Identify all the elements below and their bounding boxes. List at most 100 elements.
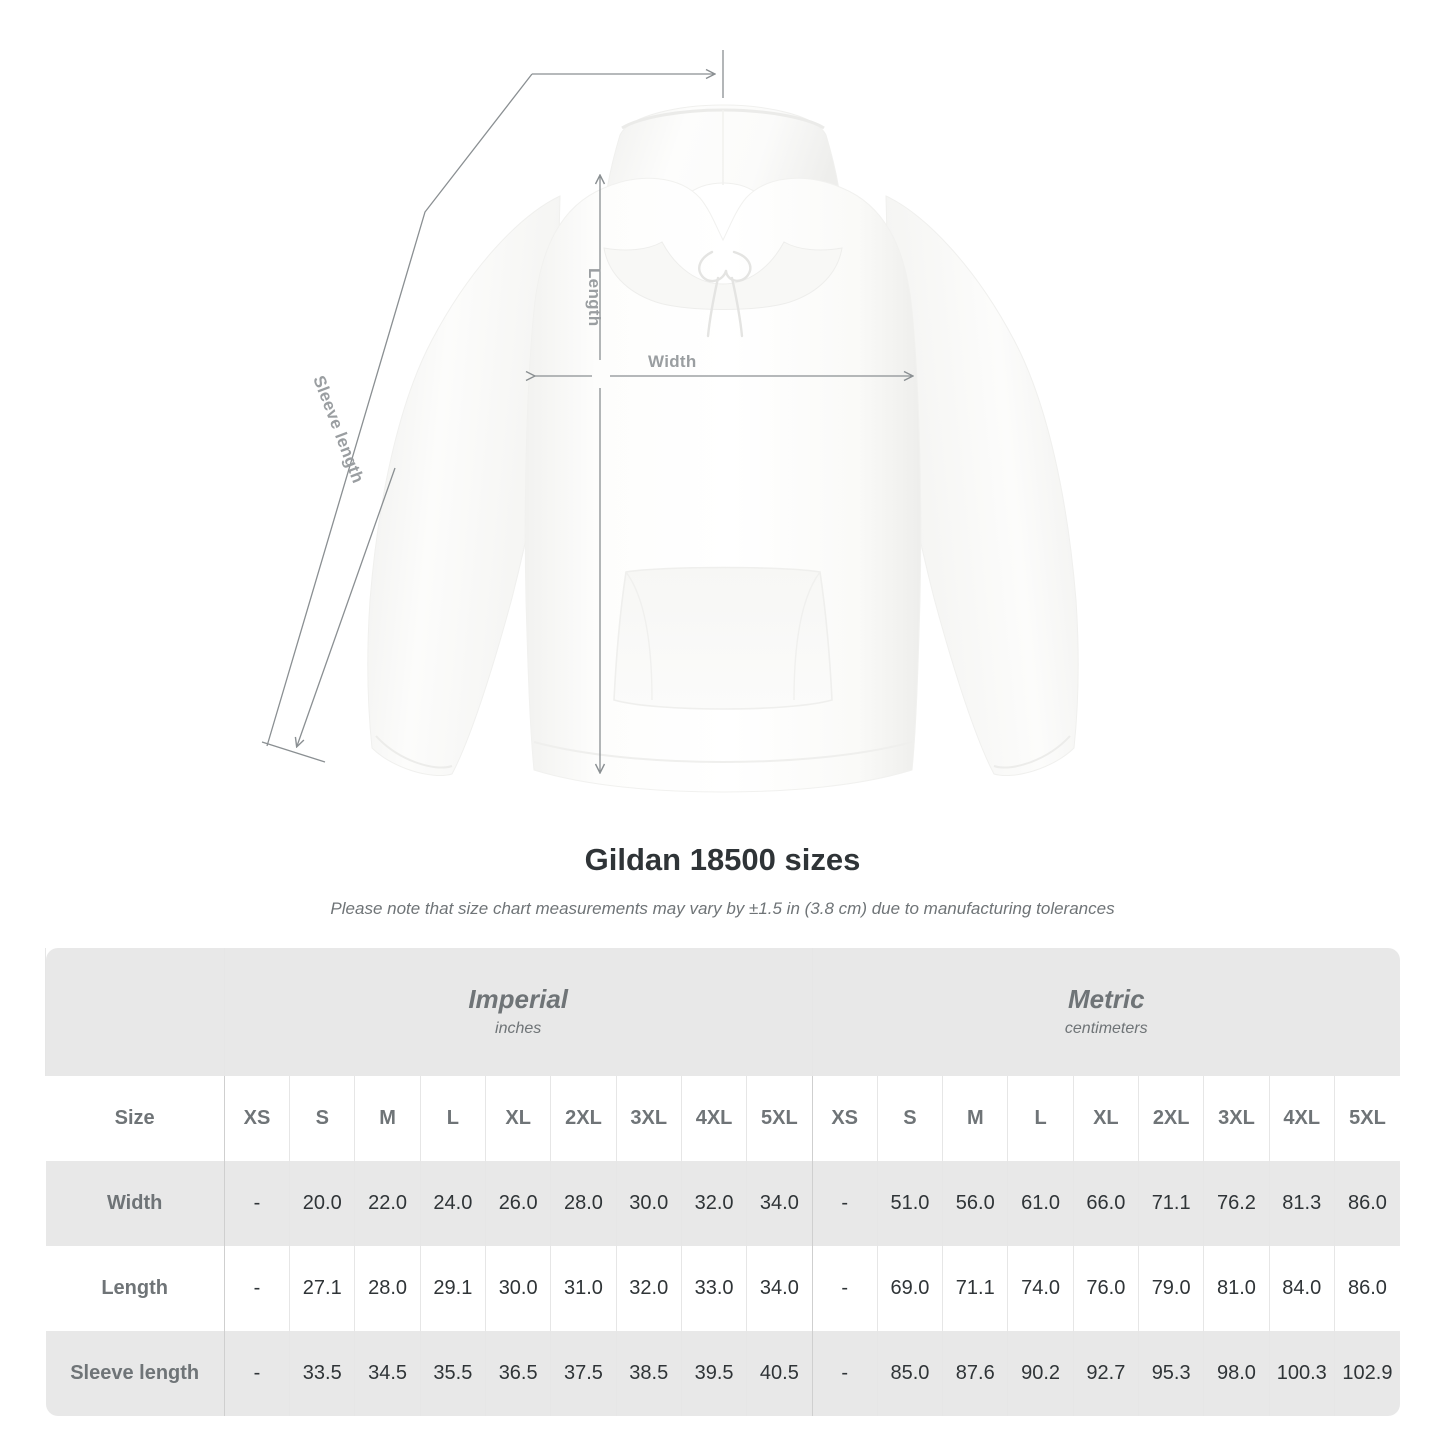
cell-width-imperial-4xl: 32.0: [680, 1161, 747, 1246]
cell-sleeve-metric-3xl: 98.0: [1203, 1331, 1270, 1416]
row-label-width: Width: [45, 1161, 225, 1246]
cell-length-imperial-4xl: 33.0: [680, 1246, 747, 1331]
hoodie-diagram: Width Length Sleeve length: [261, 50, 1079, 793]
hoodie-illustration: [261, 50, 1079, 793]
cell-length-imperial-5xl: 34.0: [746, 1246, 813, 1331]
unit-banner-spacer: [45, 948, 225, 1076]
cell-length-imperial-xl: 30.0: [485, 1246, 551, 1331]
cell-width-metric-s: 51.0: [876, 1161, 943, 1246]
cell-length-metric-s: 69.0: [876, 1246, 943, 1331]
cell-width-metric-xs: -: [811, 1161, 878, 1246]
imperial-banner-cell: Imperial inches: [223, 948, 813, 1076]
imperial-label: Imperial: [468, 984, 569, 1014]
cell-length-metric-m: 71.1: [942, 1246, 1008, 1331]
cell-width-imperial-2xl: 28.0: [550, 1161, 617, 1246]
cell-length-imperial-2xl: 31.0: [550, 1246, 617, 1331]
cell-sleeve-imperial-s: 33.5: [289, 1331, 355, 1416]
cell-width-metric-4xl: 81.3: [1268, 1161, 1335, 1246]
size-col-imperial-m: M: [354, 1076, 421, 1161]
sleeve-diagonal: [266, 73, 533, 747]
cell-width-imperial-xs: -: [223, 1161, 290, 1246]
width-dimension-label: Width: [648, 352, 697, 371]
row-label-length: Length: [45, 1246, 225, 1331]
metric-banner-cell: Metric centimeters: [811, 948, 1400, 1076]
cell-length-imperial-l: 29.1: [419, 1246, 486, 1331]
cell-width-imperial-xl: 26.0: [485, 1161, 551, 1246]
hoodie-graphic: [367, 104, 1079, 793]
cell-width-imperial-s: 20.0: [289, 1161, 355, 1246]
cell-width-imperial-5xl: 34.0: [746, 1161, 813, 1246]
size-col-metric-l: L: [1007, 1076, 1074, 1161]
cell-length-imperial-3xl: 32.0: [615, 1246, 682, 1331]
size-chart-table: Imperial inches Metric centimeters Size …: [45, 948, 1400, 1416]
cell-sleeve-metric-m: 87.6: [942, 1331, 1008, 1416]
cell-length-imperial-xs: -: [223, 1246, 290, 1331]
cell-sleeve-metric-5xl: 102.9: [1333, 1331, 1400, 1416]
cell-sleeve-imperial-m: 34.5: [354, 1331, 421, 1416]
sleeve-bottom-tick: [261, 741, 326, 763]
metric-label: Metric: [1067, 984, 1145, 1014]
cell-length-metric-5xl: 86.0: [1333, 1246, 1400, 1331]
size-col-imperial-3xl: 3XL: [615, 1076, 682, 1161]
sleeve-arrowhead-line: [297, 467, 396, 746]
cell-width-metric-3xl: 76.2: [1203, 1161, 1270, 1246]
cell-sleeve-metric-l: 90.2: [1007, 1331, 1074, 1416]
size-col-imperial-xs: XS: [223, 1076, 290, 1161]
size-col-imperial-l: L: [419, 1076, 486, 1161]
size-col-metric-xl: XL: [1072, 1076, 1139, 1161]
cell-sleeve-metric-xs: -: [811, 1331, 878, 1416]
cell-width-imperial-l: 24.0: [419, 1161, 486, 1246]
size-col-metric-4xl: 4XL: [1268, 1076, 1335, 1161]
size-header-row: Size XS S M L XL 2XL 3XL 4XL 5XL XS S M …: [45, 1076, 1400, 1161]
size-col-metric-5xl: 5XL: [1333, 1076, 1400, 1161]
cell-width-metric-m: 56.0: [942, 1161, 1008, 1246]
cell-length-metric-4xl: 84.0: [1268, 1246, 1335, 1331]
tolerance-note: Please note that size chart measurements…: [330, 899, 1115, 918]
title-block: Gildan 18500 sizes Please note that size…: [0, 840, 1445, 921]
size-col-metric-xs: XS: [811, 1076, 878, 1161]
cell-sleeve-imperial-3xl: 38.5: [615, 1331, 682, 1416]
unit-banner-row: Imperial inches Metric centimeters: [45, 948, 1400, 1076]
cell-sleeve-metric-2xl: 95.3: [1138, 1331, 1204, 1416]
size-header-label: Size: [45, 1076, 225, 1161]
cell-width-metric-2xl: 71.1: [1138, 1161, 1204, 1246]
size-col-imperial-2xl: 2XL: [550, 1076, 617, 1161]
size-col-imperial-s: S: [289, 1076, 355, 1161]
cell-length-metric-xs: -: [811, 1246, 878, 1331]
imperial-unit-label: inches: [495, 1020, 542, 1037]
table-row: Width - 20.0 22.0 24.0 26.0 28.0 30.0 32…: [45, 1161, 1400, 1246]
size-chart-table-wrap: Imperial inches Metric centimeters Size …: [45, 948, 1400, 1416]
cell-sleeve-imperial-2xl: 37.5: [550, 1331, 617, 1416]
page-title: Gildan 18500 sizes: [584, 842, 861, 877]
cell-length-metric-xl: 76.0: [1072, 1246, 1139, 1331]
cell-length-metric-l: 74.0: [1007, 1246, 1074, 1331]
size-col-imperial-5xl: 5XL: [746, 1076, 813, 1161]
cell-width-metric-xl: 66.0: [1072, 1161, 1139, 1246]
cell-width-metric-l: 61.0: [1007, 1161, 1074, 1246]
cell-length-metric-3xl: 81.0: [1203, 1246, 1270, 1331]
cell-sleeve-imperial-5xl: 40.5: [746, 1331, 813, 1416]
size-col-metric-m: M: [942, 1076, 1008, 1161]
cell-length-imperial-m: 28.0: [354, 1246, 421, 1331]
size-col-imperial-xl: XL: [485, 1076, 551, 1161]
cell-length-imperial-s: 27.1: [289, 1246, 355, 1331]
cell-sleeve-imperial-xs: -: [223, 1331, 290, 1416]
cell-sleeve-metric-4xl: 100.3: [1268, 1331, 1335, 1416]
cell-sleeve-metric-xl: 92.7: [1072, 1331, 1139, 1416]
cell-sleeve-metric-s: 85.0: [876, 1331, 943, 1416]
cell-sleeve-imperial-xl: 36.5: [485, 1331, 551, 1416]
row-label-sleeve-length: Sleeve length: [45, 1331, 225, 1416]
measurement-lines: [261, 50, 912, 772]
cell-width-imperial-3xl: 30.0: [615, 1161, 682, 1246]
table-row: Sleeve length - 33.5 34.5 35.5 36.5 37.5…: [45, 1331, 1400, 1416]
cell-length-metric-2xl: 79.0: [1138, 1246, 1204, 1331]
size-col-metric-s: S: [876, 1076, 943, 1161]
size-col-metric-3xl: 3XL: [1203, 1076, 1270, 1161]
cell-sleeve-imperial-4xl: 39.5: [680, 1331, 747, 1416]
cell-sleeve-imperial-l: 35.5: [419, 1331, 486, 1416]
size-col-imperial-4xl: 4XL: [680, 1076, 747, 1161]
metric-unit-label: centimeters: [1064, 1020, 1148, 1037]
size-col-metric-2xl: 2XL: [1138, 1076, 1204, 1161]
cell-width-metric-5xl: 86.0: [1333, 1161, 1400, 1246]
table-row: Length - 27.1 28.0 29.1 30.0 31.0 32.0 3…: [45, 1246, 1400, 1331]
